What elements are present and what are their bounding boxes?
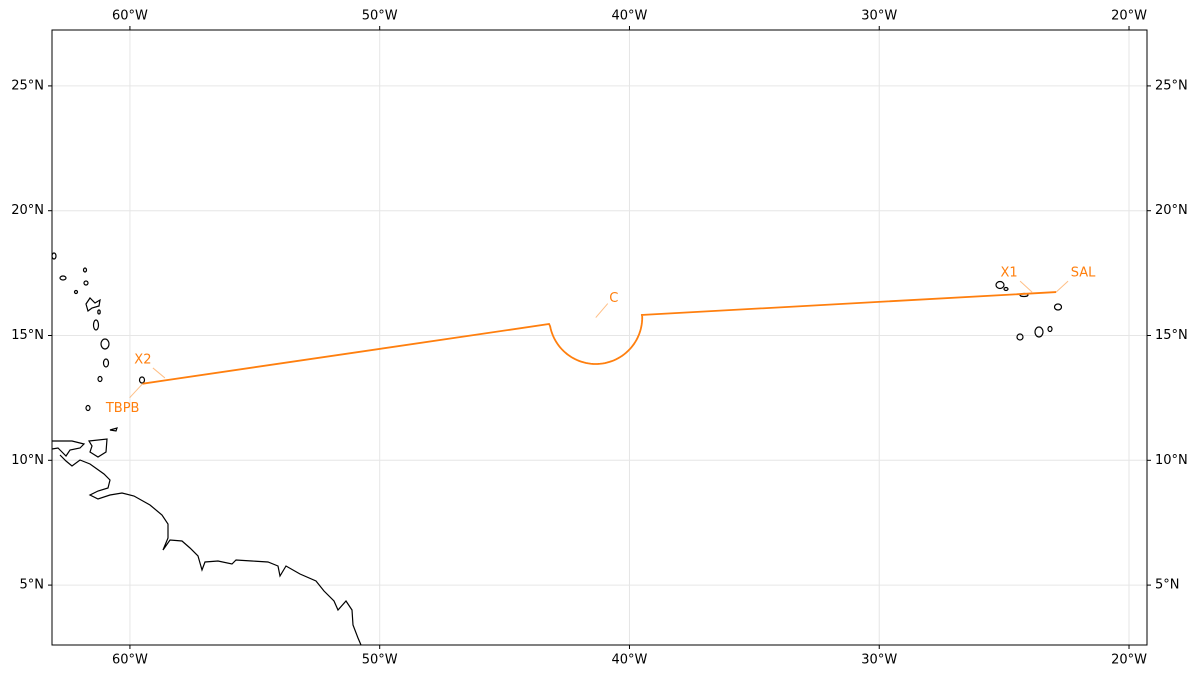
waypoint-label: C xyxy=(609,291,618,306)
y-tick-label: 20°N xyxy=(1155,203,1188,218)
x-tick-label: 20°W xyxy=(1111,9,1147,24)
waypoint-label: SAL xyxy=(1071,266,1096,281)
trinidad xyxy=(88,438,108,458)
y-tick-label: 10°N xyxy=(1155,453,1188,468)
island xyxy=(82,267,88,273)
island xyxy=(92,319,100,331)
waypoint-leader xyxy=(595,303,609,318)
island xyxy=(100,338,110,350)
x-tick-label: 30°W xyxy=(861,9,897,24)
y-tick-label: 25°N xyxy=(11,78,44,93)
island xyxy=(1034,326,1044,338)
island xyxy=(1016,333,1024,341)
island xyxy=(995,280,1005,290)
y-tick-label: 10°N xyxy=(11,453,44,468)
waypoint-label: X2 xyxy=(134,352,151,367)
island xyxy=(1053,303,1063,311)
y-tick-label: 5°N xyxy=(1155,578,1180,593)
island xyxy=(59,275,67,281)
x-tick-label: 40°W xyxy=(612,653,648,668)
island xyxy=(97,309,101,315)
island xyxy=(73,289,79,295)
y-tick-label: 5°N xyxy=(20,578,45,593)
waypoint-leader xyxy=(1055,280,1069,293)
island xyxy=(1047,325,1053,333)
island xyxy=(102,358,110,368)
guadeloupe xyxy=(85,297,101,313)
y-tick-label: 20°N xyxy=(11,203,44,218)
y-tick-label: 25°N xyxy=(1155,78,1188,93)
island xyxy=(51,252,57,260)
island xyxy=(83,280,89,286)
waypoint-label: X1 xyxy=(1001,266,1018,281)
waypoint-leader xyxy=(1019,280,1033,293)
y-tick-label: 15°N xyxy=(11,328,44,343)
tobago xyxy=(109,427,118,432)
island xyxy=(1003,286,1009,292)
x-tick-label: 60°W xyxy=(112,9,148,24)
waypoint-leader xyxy=(129,383,144,399)
x-tick-label: 50°W xyxy=(362,9,398,24)
map-frame xyxy=(51,29,1148,646)
coastlines xyxy=(51,252,1063,646)
south-america-coast xyxy=(51,440,362,646)
waypoint-leader xyxy=(152,367,166,379)
island xyxy=(97,375,103,383)
waypoint-label: TBPB xyxy=(105,401,140,416)
y-tick-label: 15°N xyxy=(1155,328,1188,343)
x-tick-label: 20°W xyxy=(1111,653,1147,668)
x-tick-label: 30°W xyxy=(861,653,897,668)
flight-track xyxy=(142,291,1057,385)
x-tick-label: 40°W xyxy=(612,9,648,24)
x-tick-label: 60°W xyxy=(112,653,148,668)
island xyxy=(85,404,91,412)
barbados xyxy=(138,376,146,384)
x-tick-label: 50°W xyxy=(362,653,398,668)
